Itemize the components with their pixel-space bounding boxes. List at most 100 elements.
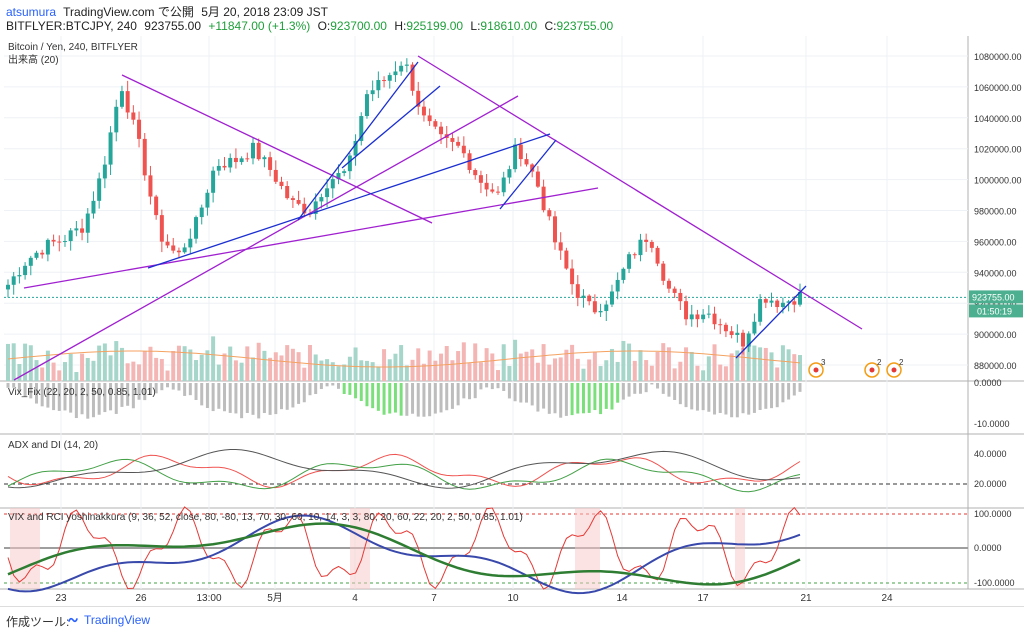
price-tick-label: 960000.00	[974, 237, 1017, 247]
candle-body	[233, 157, 238, 163]
trend-line	[13, 95, 519, 381]
volume-bar	[416, 348, 421, 381]
trend-line	[417, 55, 863, 330]
vix-bar	[46, 383, 50, 408]
volume-bar	[798, 355, 802, 381]
candle-body	[353, 140, 358, 156]
x-tick-label: 5月	[267, 592, 283, 604]
trend-lines	[13, 55, 863, 381]
volume-bar	[518, 353, 523, 381]
vix-bar	[205, 383, 209, 409]
candle-body	[615, 279, 620, 292]
volume-bar	[581, 368, 586, 381]
vix-bar	[69, 383, 73, 413]
volume-bar	[478, 362, 483, 381]
volume-bar	[684, 347, 689, 381]
candle-body	[701, 314, 706, 320]
candle-body	[285, 186, 290, 199]
indicator-tick-label: 0.0000	[974, 543, 1002, 553]
volume-bar	[786, 349, 791, 381]
trend-line	[121, 74, 433, 224]
volume-bar	[775, 367, 780, 381]
volume-bar	[205, 350, 210, 381]
volume-bar	[364, 360, 369, 381]
candle-body	[142, 138, 147, 176]
vix-bar	[450, 383, 454, 409]
vix-bar	[462, 383, 466, 399]
volume-bar	[490, 353, 495, 381]
vix-bar	[519, 383, 523, 403]
vix-bar	[513, 383, 517, 402]
candle-body	[245, 158, 250, 160]
volume-bar	[547, 364, 552, 381]
symbol-label: BITFLYER:BTCJPY, 240	[6, 19, 137, 33]
vix-bar	[319, 383, 323, 390]
candle-body	[695, 314, 700, 320]
rci-long-line	[7, 522, 801, 586]
candle-body	[433, 121, 438, 127]
volume-bar	[125, 363, 130, 381]
candle-body	[684, 301, 689, 320]
vix-bar	[342, 383, 346, 395]
vix-bar	[747, 383, 751, 415]
vix-bar	[183, 383, 187, 396]
candle-body	[723, 324, 728, 332]
volume-bar	[45, 350, 50, 381]
candle-body	[137, 119, 142, 139]
vix-bar	[359, 383, 363, 402]
vix-bar	[86, 383, 90, 419]
vix-bar	[308, 383, 312, 396]
x-tick-label: 21	[800, 593, 812, 604]
volume-bar	[513, 339, 518, 381]
vix-bar	[262, 383, 266, 414]
indicator-tick-label: -100.0000	[974, 578, 1015, 588]
volume-bar	[615, 361, 620, 381]
candle-body	[216, 165, 221, 171]
volume-bar	[484, 348, 489, 381]
vix-bar	[781, 383, 785, 403]
vix-bar	[792, 383, 796, 396]
candle-body	[108, 132, 113, 165]
vix-bar	[171, 383, 175, 390]
volume-bar	[450, 360, 455, 381]
vix-bar	[627, 383, 631, 397]
tradingview-logo-icon	[68, 617, 78, 623]
candle-body	[763, 299, 768, 303]
vix-bar	[536, 383, 540, 412]
candle-body	[85, 213, 90, 233]
candle-body	[609, 291, 614, 305]
volume-bar	[342, 364, 347, 381]
tradingview-link[interactable]: TradingView	[84, 613, 151, 627]
chart-area[interactable]: 23 26 13:00 5月 4 7 10 14 17 21 24 1080000.00 1060000…	[0, 36, 1024, 606]
candle-body	[228, 157, 233, 168]
close-label: C:923755.00	[544, 19, 614, 33]
candle-body	[427, 115, 432, 122]
vix-bar	[428, 383, 432, 417]
indicator-tick-label: 20.0000	[974, 479, 1007, 489]
volume-bar	[268, 357, 273, 381]
price-tick-label: 940000.00	[974, 268, 1017, 278]
vix-bar	[576, 383, 580, 414]
vix-bar	[211, 383, 215, 412]
x-tick-label: 7	[431, 593, 437, 604]
price-chart[interactable]: 23 26 13:00 5月 4 7 10 14 17 21 241080000.001060000…	[0, 36, 1024, 606]
candle-body	[62, 241, 67, 243]
candle-body	[661, 263, 666, 281]
candle-body	[513, 144, 518, 170]
vix-bar	[610, 383, 614, 410]
price-change: +11847.00 (+1.3%)	[208, 19, 311, 33]
adx-line	[7, 449, 801, 489]
author-link[interactable]: atsumura	[6, 5, 57, 19]
publish-line: atsumura TradingView.com で公開 5月 20, 2018…	[6, 3, 332, 20]
candle-body	[359, 116, 364, 141]
vix-bar	[217, 383, 221, 409]
vix-bar	[251, 383, 255, 415]
last-price-text: 923755.00	[972, 292, 1015, 302]
vix-bar	[473, 383, 477, 399]
candle-body	[775, 300, 780, 308]
vix-bar	[40, 383, 44, 407]
volume-bar	[165, 370, 170, 381]
x-tick-label: 4	[352, 593, 358, 604]
volume-bar	[570, 344, 575, 381]
